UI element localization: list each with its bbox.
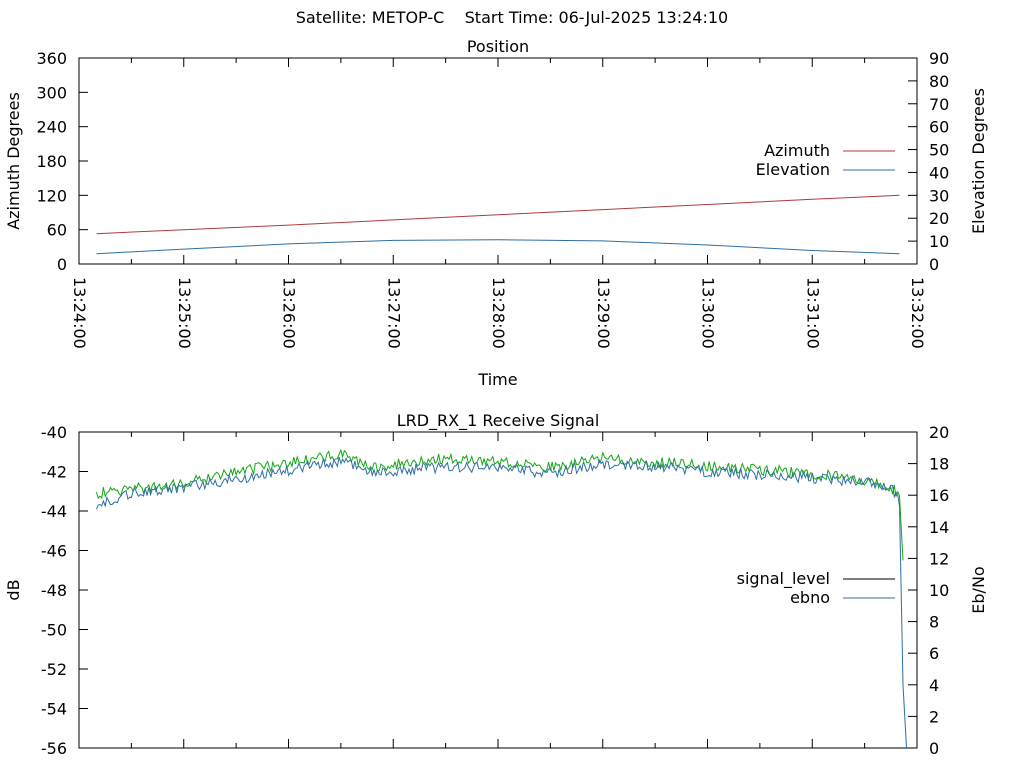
y-tick-label: -50	[41, 621, 67, 640]
y-tick-label: 120	[36, 186, 67, 205]
series-line-ebno	[96, 456, 907, 749]
y2-tick-label: 10	[929, 232, 949, 251]
y2-tick-label: 70	[929, 95, 949, 114]
x-tick-label: 13:26:00	[280, 277, 299, 349]
y2-tick-label: 10	[929, 581, 949, 600]
y2-tick-label: 0	[929, 255, 939, 274]
y-tick-label: 360	[36, 49, 67, 68]
y2-tick-label: 80	[929, 72, 949, 91]
y2-tick-label: 12	[929, 549, 949, 568]
y2-tick-label: 2	[929, 707, 939, 726]
position-plot-frame	[78, 57, 918, 265]
y2-tick-label: 18	[929, 455, 949, 474]
y2-tick-label: 30	[929, 186, 949, 205]
x-tick-label: 13:27:00	[384, 277, 403, 349]
y-axis-label: Azimuth Degrees	[4, 92, 23, 230]
y-tick-label: -42	[41, 463, 67, 482]
y-tick-label: 0	[57, 255, 67, 274]
y-tick-label: -46	[41, 542, 67, 561]
y2-tick-label: 50	[929, 141, 949, 160]
y-tick-label: -54	[41, 700, 67, 719]
x-tick-label: 13:28:00	[489, 277, 508, 349]
x-tick-label: 13:32:00	[908, 277, 927, 349]
series-line-signal_level	[96, 448, 904, 561]
legend-label-ebno: ebno	[790, 588, 830, 607]
legend-label-signal_level: signal_level	[737, 569, 830, 589]
y2-tick-label: 6	[929, 644, 939, 663]
y2-tick-label: 0	[929, 739, 939, 758]
y-tick-label: 180	[36, 152, 67, 171]
x-axis-label: Time	[477, 370, 517, 389]
y-tick-label: -44	[41, 502, 67, 521]
y-tick-label: 60	[47, 221, 67, 240]
y-tick-label: -56	[41, 739, 67, 758]
y-axis-label: dB	[4, 579, 23, 600]
y2-tick-label: 60	[929, 118, 949, 137]
y2-tick-label: 20	[929, 423, 949, 442]
y2-axis-label: Elevation Degrees	[969, 88, 988, 234]
y-tick-label: -48	[41, 581, 67, 600]
y2-axis-label: Eb/No	[969, 566, 988, 613]
chart-header-title: Satellite: METOP-C Start Time: 06-Jul-20…	[296, 8, 728, 27]
legend-label-azimuth: Azimuth	[764, 141, 830, 160]
series-line-azimuth	[96, 194, 900, 235]
x-tick-label: 13:31:00	[803, 277, 822, 349]
y2-tick-label: 40	[929, 163, 949, 182]
y2-tick-label: 16	[929, 486, 949, 505]
position-chart-title: Position	[467, 37, 529, 56]
y-tick-label: 240	[36, 118, 67, 137]
y-tick-label: 300	[36, 83, 67, 102]
y2-tick-label: 20	[929, 209, 949, 228]
series-line-elevation	[96, 239, 900, 255]
y-tick-label: -40	[41, 423, 67, 442]
signal-chart-title: LRD_RX_1 Receive Signal	[397, 411, 600, 431]
y2-tick-label: 8	[929, 613, 939, 632]
legend-label-elevation: Elevation	[756, 160, 830, 179]
signal-plot-frame	[78, 431, 918, 749]
x-tick-label: 13:29:00	[594, 277, 613, 349]
x-tick-label: 13:25:00	[175, 277, 194, 349]
y2-tick-label: 14	[929, 518, 949, 537]
y2-tick-label: 4	[929, 676, 939, 695]
y-tick-label: -52	[41, 660, 67, 679]
x-tick-label: 13:30:00	[699, 277, 718, 349]
y2-tick-label: 90	[929, 49, 949, 68]
position-chart: Position 13:24:00 13:25:00 13:26:00 13:27:00…	[4, 37, 988, 389]
x-tick-label: 13:24:00	[70, 277, 89, 349]
receive-signal-chart: LRD_RX_1 Receive Signal -56 -54 -52 -50 -48 -4…	[4, 411, 988, 758]
